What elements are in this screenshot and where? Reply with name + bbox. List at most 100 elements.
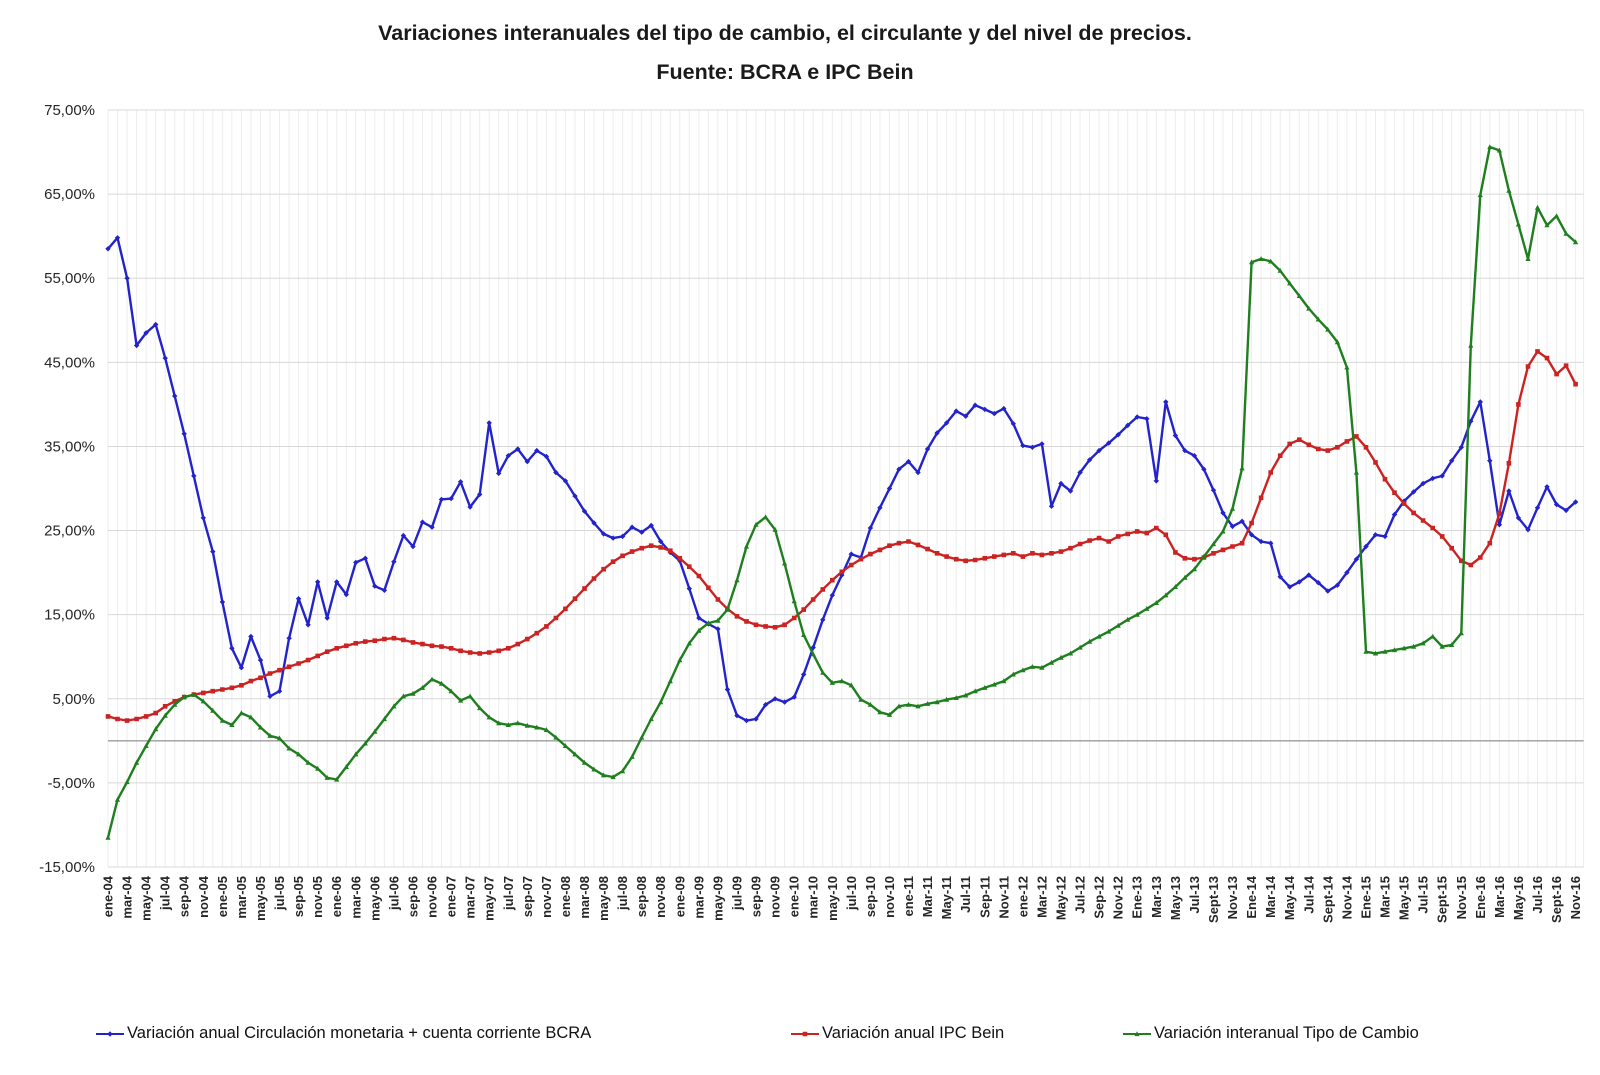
svg-text:Sept-14: Sept-14 — [1320, 875, 1335, 923]
svg-text:mar-06: mar-06 — [348, 876, 363, 919]
svg-text:55,00%: 55,00% — [44, 270, 95, 287]
svg-text:jul-06: jul-06 — [386, 876, 401, 911]
svg-text:Sep-11: Sep-11 — [977, 876, 992, 918]
svg-text:may-04: may-04 — [139, 875, 154, 921]
svg-text:sep-07: sep-07 — [520, 876, 535, 917]
svg-text:75,00%: 75,00% — [44, 102, 95, 119]
svg-text:sep-08: sep-08 — [634, 876, 649, 917]
svg-text:ene-10: ene-10 — [787, 876, 802, 917]
svg-text:Ene-16: Ene-16 — [1473, 876, 1488, 919]
svg-text:ene-06: ene-06 — [329, 876, 344, 917]
svg-text:sep-10: sep-10 — [863, 876, 878, 917]
svg-text:Sept-16: Sept-16 — [1549, 876, 1564, 923]
svg-text:Ene-15: Ene-15 — [1358, 876, 1373, 919]
svg-text:mar-08: mar-08 — [577, 876, 592, 919]
legend-marker-line-icon — [791, 1031, 819, 1036]
legend-item-tipo-cambio: Variación interanual Tipo de Cambio — [1122, 1024, 1419, 1043]
svg-text:mar-04: mar-04 — [120, 875, 135, 918]
svg-text:Nov-13: Nov-13 — [1225, 876, 1240, 919]
svg-text:Mar-14: Mar-14 — [1263, 875, 1278, 918]
svg-text:Jul-13: Jul-13 — [1187, 876, 1202, 914]
svg-text:jul-08: jul-08 — [615, 876, 630, 911]
legend-label: Variación interanual Tipo de Cambio — [1154, 1024, 1419, 1042]
svg-text:-15,00%: -15,00% — [39, 859, 95, 876]
svg-text:may-07: may-07 — [482, 876, 497, 921]
svg-text:-5,00%: -5,00% — [47, 775, 95, 792]
svg-text:Jul-12: Jul-12 — [1073, 876, 1088, 914]
svg-text:65,00%: 65,00% — [44, 186, 95, 203]
svg-text:Nov-15: Nov-15 — [1454, 876, 1469, 919]
legend-label: Variación anual IPC Bein — [822, 1024, 1005, 1042]
svg-text:May-11: May-11 — [939, 876, 954, 919]
svg-text:Nov-16: Nov-16 — [1568, 876, 1583, 919]
svg-text:Sep-12: Sep-12 — [1092, 876, 1107, 919]
svg-text:sep-09: sep-09 — [749, 876, 764, 917]
svg-text:jul-09: jul-09 — [729, 876, 744, 911]
svg-text:25,00%: 25,00% — [44, 523, 95, 540]
svg-text:jul-07: jul-07 — [501, 876, 516, 911]
svg-text:ene-08: ene-08 — [558, 876, 573, 917]
svg-text:may-10: may-10 — [825, 876, 840, 921]
chart-title-line2: Fuente: BCRA e IPC Bein — [656, 60, 914, 84]
svg-text:jul-10: jul-10 — [844, 876, 859, 911]
svg-text:Jul-14: Jul-14 — [1301, 875, 1316, 913]
svg-text:May-15: May-15 — [1397, 876, 1412, 920]
svg-text:ene-09: ene-09 — [672, 876, 687, 917]
svg-text:May-16: May-16 — [1511, 876, 1526, 920]
svg-text:Mar-12: Mar-12 — [1034, 876, 1049, 918]
svg-text:Mar-16: Mar-16 — [1492, 876, 1507, 918]
svg-text:35,00%: 35,00% — [44, 438, 95, 455]
svg-text:15,00%: 15,00% — [44, 607, 95, 624]
svg-text:Mar-13: Mar-13 — [1149, 876, 1164, 918]
svg-text:Ene-14: Ene-14 — [1244, 875, 1259, 918]
svg-text:nov-04: nov-04 — [196, 875, 211, 918]
svg-text:May-13: May-13 — [1168, 876, 1183, 920]
legend-marker-line-icon — [1123, 1030, 1151, 1036]
chart-title-line1: Variaciones interanuales del tipo de cam… — [378, 21, 1192, 45]
legend-item-ipc-bein: Variación anual IPC Bein — [790, 1024, 1004, 1043]
svg-text:ene-05: ene-05 — [215, 876, 230, 917]
svg-text:nov-10: nov-10 — [882, 876, 897, 918]
svg-text:Jul-11: Jul-11 — [958, 876, 973, 913]
svg-text:ene-04: ene-04 — [101, 875, 116, 917]
svg-text:Mar-11: Mar-11 — [920, 876, 935, 917]
svg-text:May-14: May-14 — [1282, 875, 1297, 920]
svg-text:5,00%: 5,00% — [52, 691, 95, 708]
svg-text:sep-05: sep-05 — [291, 876, 306, 917]
svg-text:May-12: May-12 — [1054, 876, 1069, 920]
svg-text:mar-05: mar-05 — [234, 876, 249, 919]
svg-text:nov-06: nov-06 — [425, 876, 440, 918]
svg-text:jul-04: jul-04 — [158, 875, 173, 911]
svg-text:Mar-15: Mar-15 — [1378, 876, 1393, 918]
svg-text:Sept-13: Sept-13 — [1206, 876, 1221, 923]
svg-text:may-06: may-06 — [367, 876, 382, 921]
svg-text:sep-06: sep-06 — [405, 876, 420, 917]
svg-text:ene-07: ene-07 — [444, 876, 459, 917]
svg-text:Nov-12: Nov-12 — [1111, 876, 1126, 919]
svg-text:Jul-15: Jul-15 — [1416, 876, 1431, 914]
svg-text:may-05: may-05 — [253, 876, 268, 921]
svg-text:45,00%: 45,00% — [44, 354, 95, 371]
svg-text:Nov-14: Nov-14 — [1339, 875, 1354, 919]
svg-text:Ene-13: Ene-13 — [1130, 876, 1145, 919]
svg-text:may-09: may-09 — [710, 876, 725, 921]
legend-label: Variación anual Circulación monetaria + … — [127, 1024, 592, 1042]
chart-title: Variaciones interanuales del tipo de cam… — [0, 14, 1570, 92]
svg-text:Jul-16: Jul-16 — [1530, 876, 1545, 914]
svg-text:nov-05: nov-05 — [310, 876, 325, 918]
svg-text:mar-10: mar-10 — [806, 876, 821, 919]
svg-text:nov-07: nov-07 — [539, 876, 554, 918]
svg-text:may-08: may-08 — [596, 876, 611, 921]
svg-text:mar-07: mar-07 — [463, 876, 478, 919]
svg-text:mar-09: mar-09 — [691, 876, 706, 919]
svg-text:Sept-15: Sept-15 — [1435, 876, 1450, 923]
legend-marker-line-icon — [96, 1030, 124, 1037]
svg-text:ene-11: ene-11 — [901, 876, 916, 916]
svg-text:ene-12: ene-12 — [1015, 876, 1030, 917]
legend-item-circulacion: Variación anual Circulación monetaria + … — [95, 1024, 591, 1043]
svg-text:nov-09: nov-09 — [768, 876, 783, 918]
svg-text:nov-08: nov-08 — [653, 876, 668, 918]
svg-text:sep-04: sep-04 — [177, 875, 192, 917]
svg-text:Nov-11: Nov-11 — [996, 876, 1011, 919]
